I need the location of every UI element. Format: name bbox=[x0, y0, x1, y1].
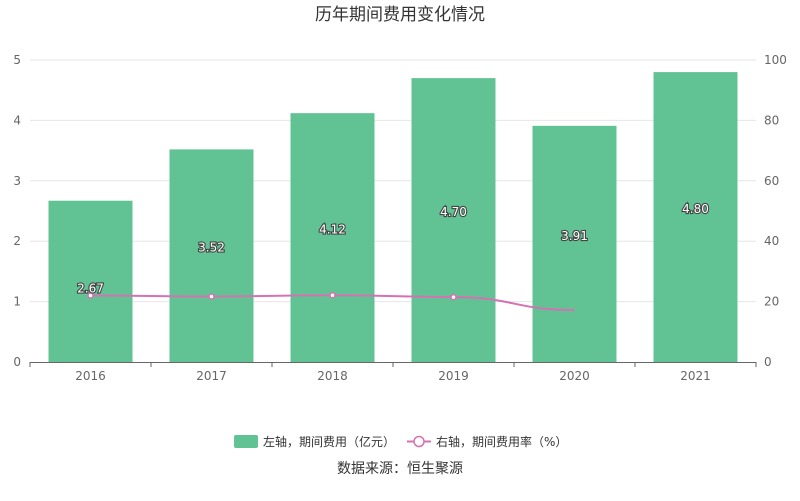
bar-value-label: 4.12 bbox=[319, 223, 346, 237]
right-tick-label: 80 bbox=[764, 113, 779, 127]
line-series bbox=[87, 292, 575, 312]
x-tick-label: 2021 bbox=[680, 369, 711, 383]
x-tick-label: 2019 bbox=[438, 369, 469, 383]
bar-value-label: 3.52 bbox=[198, 241, 225, 255]
left-y-axis: 0 1 2 3 4 5 bbox=[13, 53, 21, 369]
legend-line-marker bbox=[413, 435, 425, 448]
bar bbox=[532, 125, 617, 362]
legend-item-bar[interactable]: 左轴，期间费用（亿元） bbox=[234, 434, 395, 449]
left-tick-label: 3 bbox=[13, 174, 21, 188]
x-tick-label: 2020 bbox=[559, 369, 590, 383]
legend: 左轴，期间费用（亿元） 右轴，期间费用率（%） bbox=[234, 434, 567, 449]
left-tick-label: 5 bbox=[13, 53, 21, 67]
right-tick-label: 20 bbox=[764, 295, 779, 309]
left-tick-label: 1 bbox=[13, 295, 21, 309]
bar bbox=[48, 200, 133, 362]
rate-point bbox=[87, 292, 94, 299]
x-axis: 2016 2017 2018 2019 2020 2021 bbox=[29, 362, 757, 383]
legend-bar-label: 左轴，期间费用（亿元） bbox=[263, 434, 395, 449]
rate-point bbox=[329, 292, 336, 299]
left-tick-label: 0 bbox=[13, 355, 21, 369]
bar-value-label: 4.80 bbox=[682, 202, 709, 216]
rate-point bbox=[208, 293, 215, 300]
right-tick-label: 0 bbox=[764, 355, 772, 369]
bar-value-label: 3.91 bbox=[561, 229, 588, 243]
legend-item-line[interactable]: 右轴，期间费用率（%） bbox=[407, 434, 567, 449]
grid-lines bbox=[30, 59, 756, 303]
right-tick-label: 100 bbox=[764, 53, 787, 67]
left-tick-label: 2 bbox=[13, 234, 21, 248]
x-tick-label: 2016 bbox=[75, 369, 106, 383]
bar bbox=[653, 72, 738, 362]
bar-value-label: 2.67 bbox=[77, 282, 104, 296]
bar bbox=[411, 78, 496, 363]
data-source: 数据来源：恒生聚源 bbox=[337, 461, 463, 477]
bar-value-labels: 2.67 3.52 4.12 4.70 3.91 4.80 bbox=[76, 201, 710, 297]
bar bbox=[290, 113, 375, 362]
right-tick-label: 40 bbox=[764, 234, 779, 248]
right-tick-label: 60 bbox=[764, 174, 779, 188]
x-tick-label: 2017 bbox=[196, 369, 227, 383]
bar-series bbox=[48, 72, 738, 363]
rate-point bbox=[450, 293, 457, 301]
chart-title: 历年期间费用变化情况 bbox=[315, 5, 485, 25]
bar-value-label: 4.70 bbox=[440, 205, 467, 219]
left-tick-label: 4 bbox=[13, 113, 21, 127]
right-y-axis: 0 20 40 60 80 100 bbox=[764, 53, 787, 369]
bar bbox=[169, 149, 254, 362]
legend-line-label: 右轴，期间费用率（%） bbox=[436, 434, 567, 449]
legend-bar-swatch bbox=[234, 435, 258, 448]
x-tick-label: 2018 bbox=[317, 369, 348, 383]
